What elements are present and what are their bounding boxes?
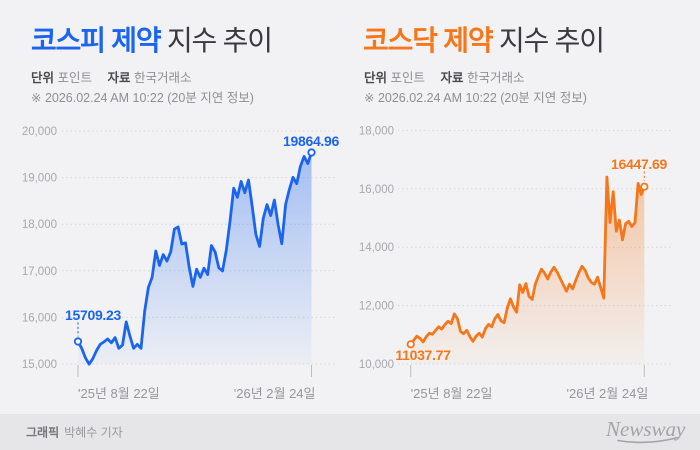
- unit-value: 포인트: [390, 71, 426, 85]
- kospi-notice: ※ 2026.02.24 AM 10:22 (20분 지연 정보): [31, 91, 254, 105]
- y-axis-label: 17,000: [22, 266, 57, 278]
- series-area: [410, 177, 645, 364]
- kospi-start-value: 15709.23: [65, 307, 121, 323]
- newsway-logo: Newsway: [605, 419, 686, 444]
- kosdaq-start-value: 11037.77: [395, 347, 451, 363]
- start-marker: [406, 340, 415, 349]
- source-value: 한국거래소: [467, 71, 525, 85]
- x-axis-label: '25년 8월 22일: [78, 386, 160, 401]
- credit-label: 그래픽: [26, 425, 60, 440]
- y-axis-label: 20,000: [22, 126, 57, 138]
- series-line: [409, 175, 646, 346]
- end-marker: [307, 148, 316, 157]
- y-axis-label: 18,000: [22, 219, 57, 231]
- kospi-title: 코스피 제약 지수 추이: [31, 19, 273, 59]
- kospi-title-rest: 지수 추이: [166, 25, 273, 56]
- kosdaq-title-accent: 코스닥 제약: [363, 25, 494, 56]
- unit-label: 단위: [31, 71, 55, 85]
- kospi-meta: 단위 포인트 자료 한국거래소: [31, 67, 192, 86]
- graphic-credit: 그래픽 박혜수 기자: [26, 424, 123, 441]
- source-label: 자료: [107, 71, 131, 85]
- kosdaq-panel: 코스닥 제약 지수 추이 단위 포인트 자료 한국거래소 ※ 2026.02.2…: [350, 0, 700, 414]
- kosdaq-title-rest: 지수 추이: [498, 25, 605, 56]
- y-axis-label: 10,000: [359, 359, 394, 371]
- y-axis-label: 19,000: [22, 173, 57, 185]
- x-axis-label: '26년 2월 24일: [234, 386, 316, 401]
- logo-swoosh: [617, 436, 679, 444]
- credit-value: 박혜수 기자: [64, 425, 123, 440]
- kospi-end-value: 19864.96: [283, 133, 339, 149]
- y-axis-label: 12,000: [359, 301, 394, 313]
- series-area: [78, 152, 312, 365]
- unit-label: 단위: [364, 71, 388, 85]
- start-marker: [73, 337, 83, 346]
- end-marker: [640, 182, 649, 191]
- x-axis-label: '26년 2월 24일: [567, 386, 649, 401]
- kospi-title-accent: 코스피 제약: [31, 25, 162, 56]
- kospi-panel: 코스피 제약 지수 추이 단위 포인트 자료 한국거래소 ※ 2026.02.2…: [0, 0, 350, 414]
- unit-value: 포인트: [57, 71, 93, 85]
- y-axis-label: 18,000: [359, 125, 394, 137]
- newsway-logo-text: Newsway: [605, 419, 686, 441]
- kosdaq-end-value: 16447.69: [611, 156, 667, 172]
- y-axis-label: 14,000: [359, 242, 394, 254]
- y-axis-label: 15,000: [22, 359, 57, 371]
- x-axis-label: '25년 8월 22일: [411, 386, 493, 401]
- kosdaq-chart: 18,000 16,000 14,000 12,000 10,000 '25년 8월 22…: [359, 125, 672, 401]
- kosdaq-title: 코스닥 제약 지수 추이: [363, 19, 605, 59]
- y-axis-label: 16,000: [359, 184, 394, 196]
- kosdaq-notice: ※ 2026.02.24 AM 10:22 (20분 지연 정보): [364, 91, 587, 105]
- source-value: 한국거래소: [134, 71, 192, 85]
- kosdaq-meta: 단위 포인트 자료 한국거래소: [364, 67, 525, 86]
- source-label: 자료: [440, 71, 464, 85]
- kospi-chart: 20,000 19,000 18,000 17,000 16,000 15,000 '25년…: [22, 126, 337, 401]
- series-line: [76, 151, 313, 366]
- footer-bar: 그래픽 박혜수 기자 Newsway: [0, 414, 700, 450]
- y-axis-label: 16,000: [22, 312, 57, 324]
